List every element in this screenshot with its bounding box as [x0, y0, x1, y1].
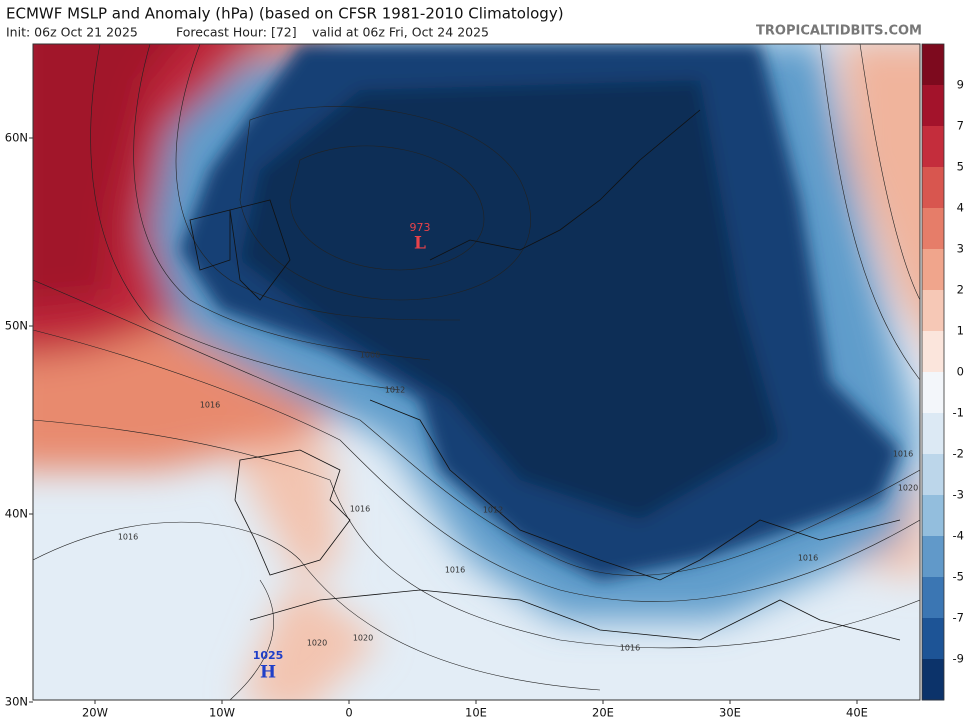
lat-label: 50N	[5, 319, 28, 333]
colorbar-label: 0	[957, 365, 964, 379]
colorbar-label: 4	[957, 201, 964, 215]
colorbar-band	[922, 536, 944, 578]
isobar-label: 1020	[307, 639, 327, 648]
colorbar-band	[922, 659, 944, 701]
colorbar: 9 7 5 4 3 2 1 0 -1 -2 -3 -4 -5 -7 -9	[921, 43, 964, 701]
isobar-label: 1016	[350, 505, 370, 514]
valid-time: valid at 06z Fri, Oct 24 2025	[312, 25, 489, 40]
colorbar-label: -4	[953, 529, 964, 543]
colorbar-label: -7	[953, 611, 964, 625]
colorbar-label: -3	[953, 488, 964, 502]
isobar-label: 1020	[898, 484, 918, 493]
lat-label: 40N	[5, 507, 28, 521]
colorbar-label: -1	[953, 406, 964, 420]
colorbar-band	[922, 495, 944, 537]
lat-label: 60N	[5, 131, 28, 145]
colorbar-band	[922, 44, 944, 86]
colorbar-label: 9	[957, 78, 964, 92]
lon-label: 30E	[719, 706, 741, 720]
high-symbol: H	[260, 663, 276, 683]
lon-label: 40E	[846, 706, 868, 720]
isobar-label: 1012	[385, 386, 405, 395]
colorbar-label: 7	[957, 119, 964, 133]
coastlines	[189, 109, 901, 641]
isobar-label: 1008	[360, 351, 380, 360]
isobar-label: 1016	[118, 533, 138, 542]
lat-label: 30N	[5, 695, 28, 709]
init-time: Init: 06z Oct 21 2025	[6, 25, 138, 40]
lon-label: 10E	[465, 706, 487, 720]
colorbar-label: 5	[957, 160, 964, 174]
isobar-label: 1016	[798, 554, 818, 563]
colorbar-label: 3	[957, 242, 964, 256]
lon-label: 20W	[82, 706, 108, 720]
colorbar-label: -5	[953, 570, 964, 584]
colorbar-band	[922, 85, 944, 127]
isobar-label: 1016	[893, 450, 913, 459]
colorbar-band	[922, 126, 944, 168]
colorbar-band	[922, 618, 944, 660]
colorbar-label: -2	[953, 447, 964, 461]
high-value: 1025	[253, 649, 284, 662]
colorbar-band	[922, 249, 944, 291]
lon-label: 0	[345, 706, 352, 720]
colorbar-label: 2	[957, 283, 964, 297]
isobar-label: 1016	[445, 566, 465, 575]
isobars	[33, 44, 920, 700]
lon-label: 10W	[209, 706, 235, 720]
colorbar-band	[922, 331, 944, 373]
colorbar-band	[922, 577, 944, 619]
isobar-label: 1016	[200, 401, 220, 410]
forecast-hour: Forecast Hour: [72]	[176, 25, 297, 40]
colorbar-band	[922, 413, 944, 455]
colorbar-band	[922, 167, 944, 209]
isobar-label: 1012	[483, 506, 503, 515]
colorbar-band	[922, 372, 944, 414]
title: ECMWF MSLP and Anomaly (hPa) (based on C…	[6, 5, 564, 23]
isobar-label: 1020	[353, 634, 373, 643]
colorbar-label: 1	[957, 324, 964, 338]
colorbar-band	[922, 454, 944, 496]
isobar-label: 1016	[620, 644, 640, 653]
low-symbol: L	[414, 234, 426, 254]
lon-label: 20E	[592, 706, 614, 720]
colorbar-band	[922, 290, 944, 332]
colorbar-band	[922, 208, 944, 250]
low-value: 973	[410, 221, 431, 234]
source: TROPICALTIDBITS.COM	[756, 24, 922, 39]
colorbar-frame	[921, 43, 945, 701]
colorbar-label: -9	[953, 652, 964, 666]
